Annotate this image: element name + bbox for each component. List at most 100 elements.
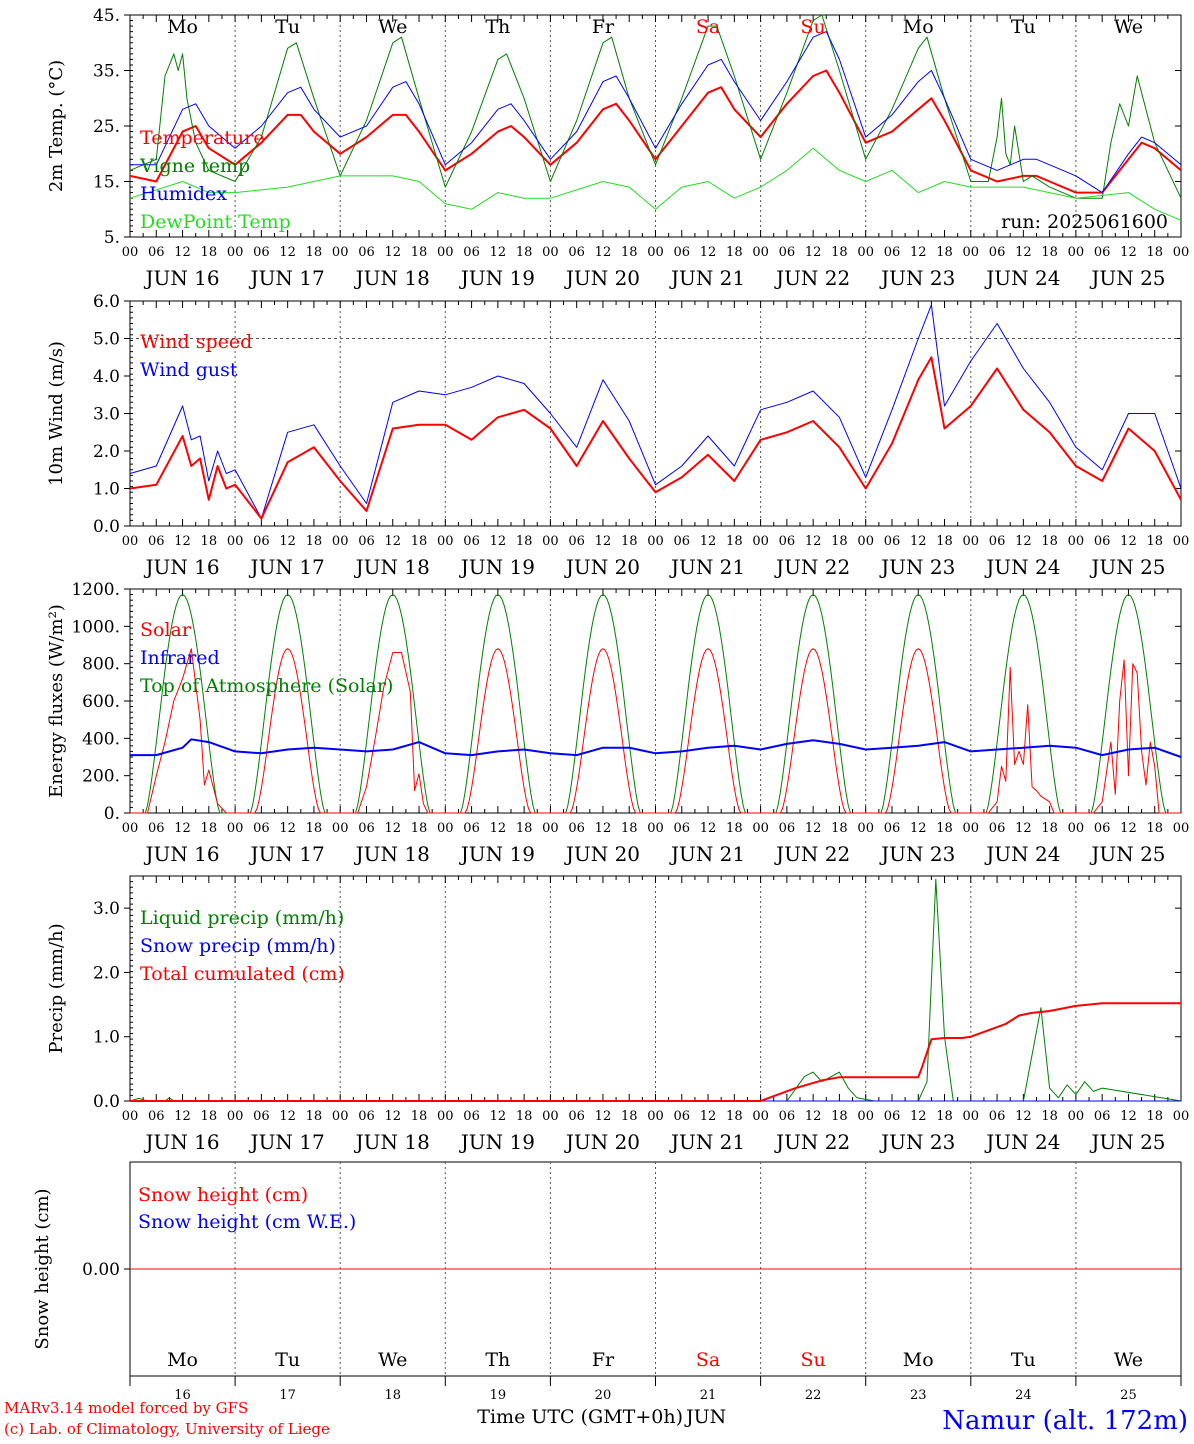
energy-series-solar (130, 648, 1181, 814)
wind-hour-label: 12 (279, 534, 296, 549)
wind-ytick-label: 3.0 (93, 405, 120, 425)
precip-ytick-label: 0.0 (93, 1092, 120, 1112)
wind-hour-label: 00 (1068, 534, 1085, 549)
precip-hour-label: 18 (201, 1109, 218, 1124)
temperature-hour-label: 06 (358, 245, 375, 260)
wind-hour-label: 18 (306, 534, 323, 549)
temperature-date-label: JUN 17 (249, 266, 325, 290)
temperature-legend-item: Vigne temp (139, 155, 250, 177)
wind-hour-label: 06 (989, 534, 1006, 549)
month-label: JUN (684, 1406, 726, 1428)
energy-hour-label: 18 (411, 821, 428, 836)
snow-ytick-label: 0.00 (82, 1260, 120, 1280)
temperature-weekday-label: Tu (1011, 16, 1036, 38)
wind-hour-label: 00 (332, 534, 349, 549)
wind-hour-label: 18 (1146, 534, 1163, 549)
wind-hour-label: 12 (174, 534, 191, 549)
temperature-hour-label: 06 (253, 245, 270, 260)
precip-hour-label: 18 (1041, 1109, 1058, 1124)
run-label: run: 2025061600 (1001, 211, 1168, 233)
wind-ytick-label: 6.0 (93, 292, 120, 312)
precip-date-label: JUN 18 (354, 1130, 430, 1154)
energy-hour-label: 12 (1120, 821, 1137, 836)
energy-hour-label: 18 (936, 821, 953, 836)
station-label: Namur (alt. 172m) (942, 1406, 1188, 1436)
precip-hour-label: 06 (568, 1109, 585, 1124)
energy-hour-label: 18 (306, 821, 323, 836)
temperature-date-label: JUN 25 (1089, 266, 1165, 290)
temperature-hour-label: 12 (805, 245, 822, 260)
precip-hour-label: 12 (910, 1109, 927, 1124)
precip-hour-label: 18 (936, 1109, 953, 1124)
temperature-hour-label: 06 (779, 245, 796, 260)
precip-date-label: JUN 19 (459, 1130, 535, 1154)
temperature-date-label: JUN 23 (879, 266, 955, 290)
wind-series-wind-gust (129, 304, 1182, 519)
precip-date-label: JUN 20 (564, 1130, 640, 1154)
energy-hour-label: 00 (1173, 821, 1190, 836)
precip-hour-label: 06 (989, 1109, 1006, 1124)
wind-hour-label: 00 (963, 534, 980, 549)
precip-hour-label: 06 (1094, 1109, 1111, 1124)
temperature-hour-label: 12 (490, 245, 507, 260)
temperature-legend-item: Temperature (140, 127, 264, 149)
wind-hour-label: 18 (831, 534, 848, 549)
temperature-series-dewpoint-temp (129, 147, 1182, 221)
energy-date-label: JUN 24 (984, 842, 1060, 866)
precip-hour-label: 06 (779, 1109, 796, 1124)
energy-ylabel: Energy fluxes (W/m²) (46, 604, 67, 798)
energy-hour-label: 18 (516, 821, 533, 836)
wind-ytick-label: 2.0 (93, 442, 120, 462)
precip-hour-label: 12 (174, 1109, 191, 1124)
energy-hour-label: 00 (857, 821, 874, 836)
precip-ytick-label: 2.0 (93, 963, 120, 983)
temperature-hour-label: 12 (384, 245, 401, 260)
precip-hour-label: 18 (621, 1109, 638, 1124)
precip-hour-label: 12 (1120, 1109, 1137, 1124)
precip-hour-label: 00 (1068, 1109, 1085, 1124)
precip-hour-label: 06 (884, 1109, 901, 1124)
wind-hour-label: 06 (358, 534, 375, 549)
wind-hour-label: 00 (752, 534, 769, 549)
temperature-weekday-label: Th (485, 16, 510, 38)
snow-legend-item: Snow height (cm W.E.) (138, 1211, 356, 1233)
wind-date-label: JUN 25 (1089, 555, 1165, 579)
temperature-hour-label: 18 (516, 245, 533, 260)
energy-date-label: JUN 18 (354, 842, 430, 866)
wind-hour-label: 18 (201, 534, 218, 549)
energy-hour-label: 00 (1068, 821, 1085, 836)
snow-day-number: 25 (1120, 1388, 1137, 1403)
energy-hour-label: 06 (463, 821, 480, 836)
model-credit: MARv3.14 model forced by GFS (4, 1399, 248, 1417)
precip-hour-label: 06 (358, 1109, 375, 1124)
temperature-hour-label: 18 (411, 245, 428, 260)
precip-hour-label: 00 (752, 1109, 769, 1124)
precip-hour-label: 06 (148, 1109, 165, 1124)
energy-hour-label: 18 (726, 821, 743, 836)
temperature-hour-label: 00 (1068, 245, 1085, 260)
temperature-ytick-label: 25. (93, 117, 120, 137)
snow-panel: 0.00 Snow height (cm) Snow height (cm) Snow… (32, 1161, 1182, 1403)
lab-credit: (c) Lab. of Climatology, University of L… (4, 1420, 330, 1438)
temperature-hour-label: 06 (884, 245, 901, 260)
energy-hour-label: 06 (779, 821, 796, 836)
energy-ytick-label: 800. (82, 655, 120, 675)
temperature-hour-label: 06 (463, 245, 480, 260)
snow-day-number: 24 (1015, 1388, 1032, 1403)
energy-hour-label: 12 (384, 821, 401, 836)
temperature-hour-label: 18 (1041, 245, 1058, 260)
energy-panel: 0. 200. 400. 600. 800. 1000. 1200.Energy fluxe… (46, 580, 1189, 866)
wind-hour-label: 18 (411, 534, 428, 549)
precip-hour-label: 12 (700, 1109, 717, 1124)
wind-ylabel: 10m Wind (m/s) (46, 341, 67, 486)
wind-date-label: JUN 21 (669, 555, 745, 579)
temperature-hour-label: 00 (647, 245, 664, 260)
wind-hour-label: 12 (490, 534, 507, 549)
energy-hour-label: 06 (253, 821, 270, 836)
wind-ytick-label: 5.0 (93, 330, 120, 350)
wind-date-label: JUN 19 (459, 555, 535, 579)
temperature-series-vigne-temp (129, 14, 1182, 199)
energy-date-label: JUN 22 (774, 842, 850, 866)
temperature-ytick-label: 45. (93, 6, 120, 26)
